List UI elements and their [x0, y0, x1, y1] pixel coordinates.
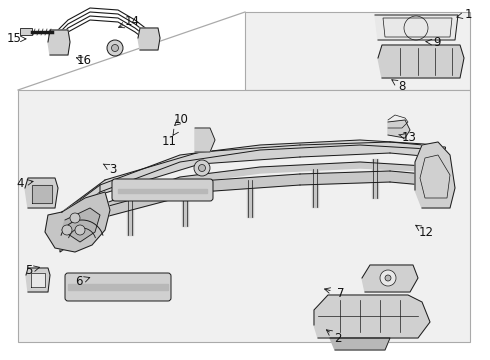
Polygon shape: [200, 145, 300, 164]
Polygon shape: [182, 191, 188, 226]
Circle shape: [62, 225, 72, 235]
Polygon shape: [18, 90, 470, 342]
Polygon shape: [60, 162, 445, 238]
Circle shape: [385, 275, 391, 281]
Text: 14: 14: [125, 15, 140, 28]
Polygon shape: [378, 45, 464, 78]
Polygon shape: [127, 201, 133, 235]
FancyBboxPatch shape: [65, 273, 171, 301]
Polygon shape: [200, 174, 300, 192]
Polygon shape: [314, 295, 430, 338]
Polygon shape: [45, 192, 110, 252]
Text: 4: 4: [17, 177, 24, 190]
Polygon shape: [300, 142, 390, 157]
Text: 9: 9: [433, 36, 441, 49]
Polygon shape: [62, 207, 105, 245]
Circle shape: [70, 213, 80, 223]
Text: 15: 15: [6, 32, 21, 45]
Text: 5: 5: [24, 264, 32, 276]
Polygon shape: [138, 28, 160, 50]
Polygon shape: [388, 120, 410, 138]
Polygon shape: [48, 30, 70, 55]
Polygon shape: [245, 12, 470, 90]
Polygon shape: [62, 180, 105, 222]
Polygon shape: [105, 152, 200, 193]
Polygon shape: [68, 284, 168, 290]
Polygon shape: [375, 15, 458, 40]
Text: 3: 3: [109, 163, 117, 176]
Polygon shape: [62, 208, 100, 242]
Polygon shape: [26, 268, 50, 292]
Polygon shape: [247, 180, 253, 216]
Text: 6: 6: [74, 275, 82, 288]
Circle shape: [112, 45, 119, 51]
Text: 12: 12: [419, 226, 434, 239]
Text: 8: 8: [398, 80, 406, 93]
Polygon shape: [300, 171, 390, 185]
Polygon shape: [195, 128, 215, 152]
Polygon shape: [390, 171, 445, 187]
Polygon shape: [312, 169, 318, 207]
Polygon shape: [362, 265, 418, 292]
Polygon shape: [25, 178, 58, 208]
Text: 7: 7: [337, 287, 344, 300]
Circle shape: [198, 165, 205, 171]
Polygon shape: [31, 273, 45, 287]
FancyBboxPatch shape: [112, 179, 213, 201]
Polygon shape: [20, 28, 32, 35]
Circle shape: [75, 225, 85, 235]
Polygon shape: [60, 140, 445, 222]
Circle shape: [194, 160, 210, 176]
Polygon shape: [372, 159, 378, 198]
Text: 16: 16: [77, 54, 92, 67]
Polygon shape: [118, 189, 207, 193]
Circle shape: [107, 40, 123, 56]
Text: 11: 11: [162, 135, 176, 148]
Polygon shape: [415, 142, 455, 208]
Polygon shape: [330, 338, 390, 350]
Polygon shape: [60, 185, 100, 252]
Text: 10: 10: [174, 113, 189, 126]
Polygon shape: [390, 142, 445, 158]
Text: 2: 2: [334, 332, 342, 345]
Text: 1: 1: [464, 8, 472, 21]
Polygon shape: [105, 181, 200, 217]
Circle shape: [380, 270, 396, 286]
Text: 13: 13: [402, 131, 416, 144]
Polygon shape: [32, 185, 52, 203]
